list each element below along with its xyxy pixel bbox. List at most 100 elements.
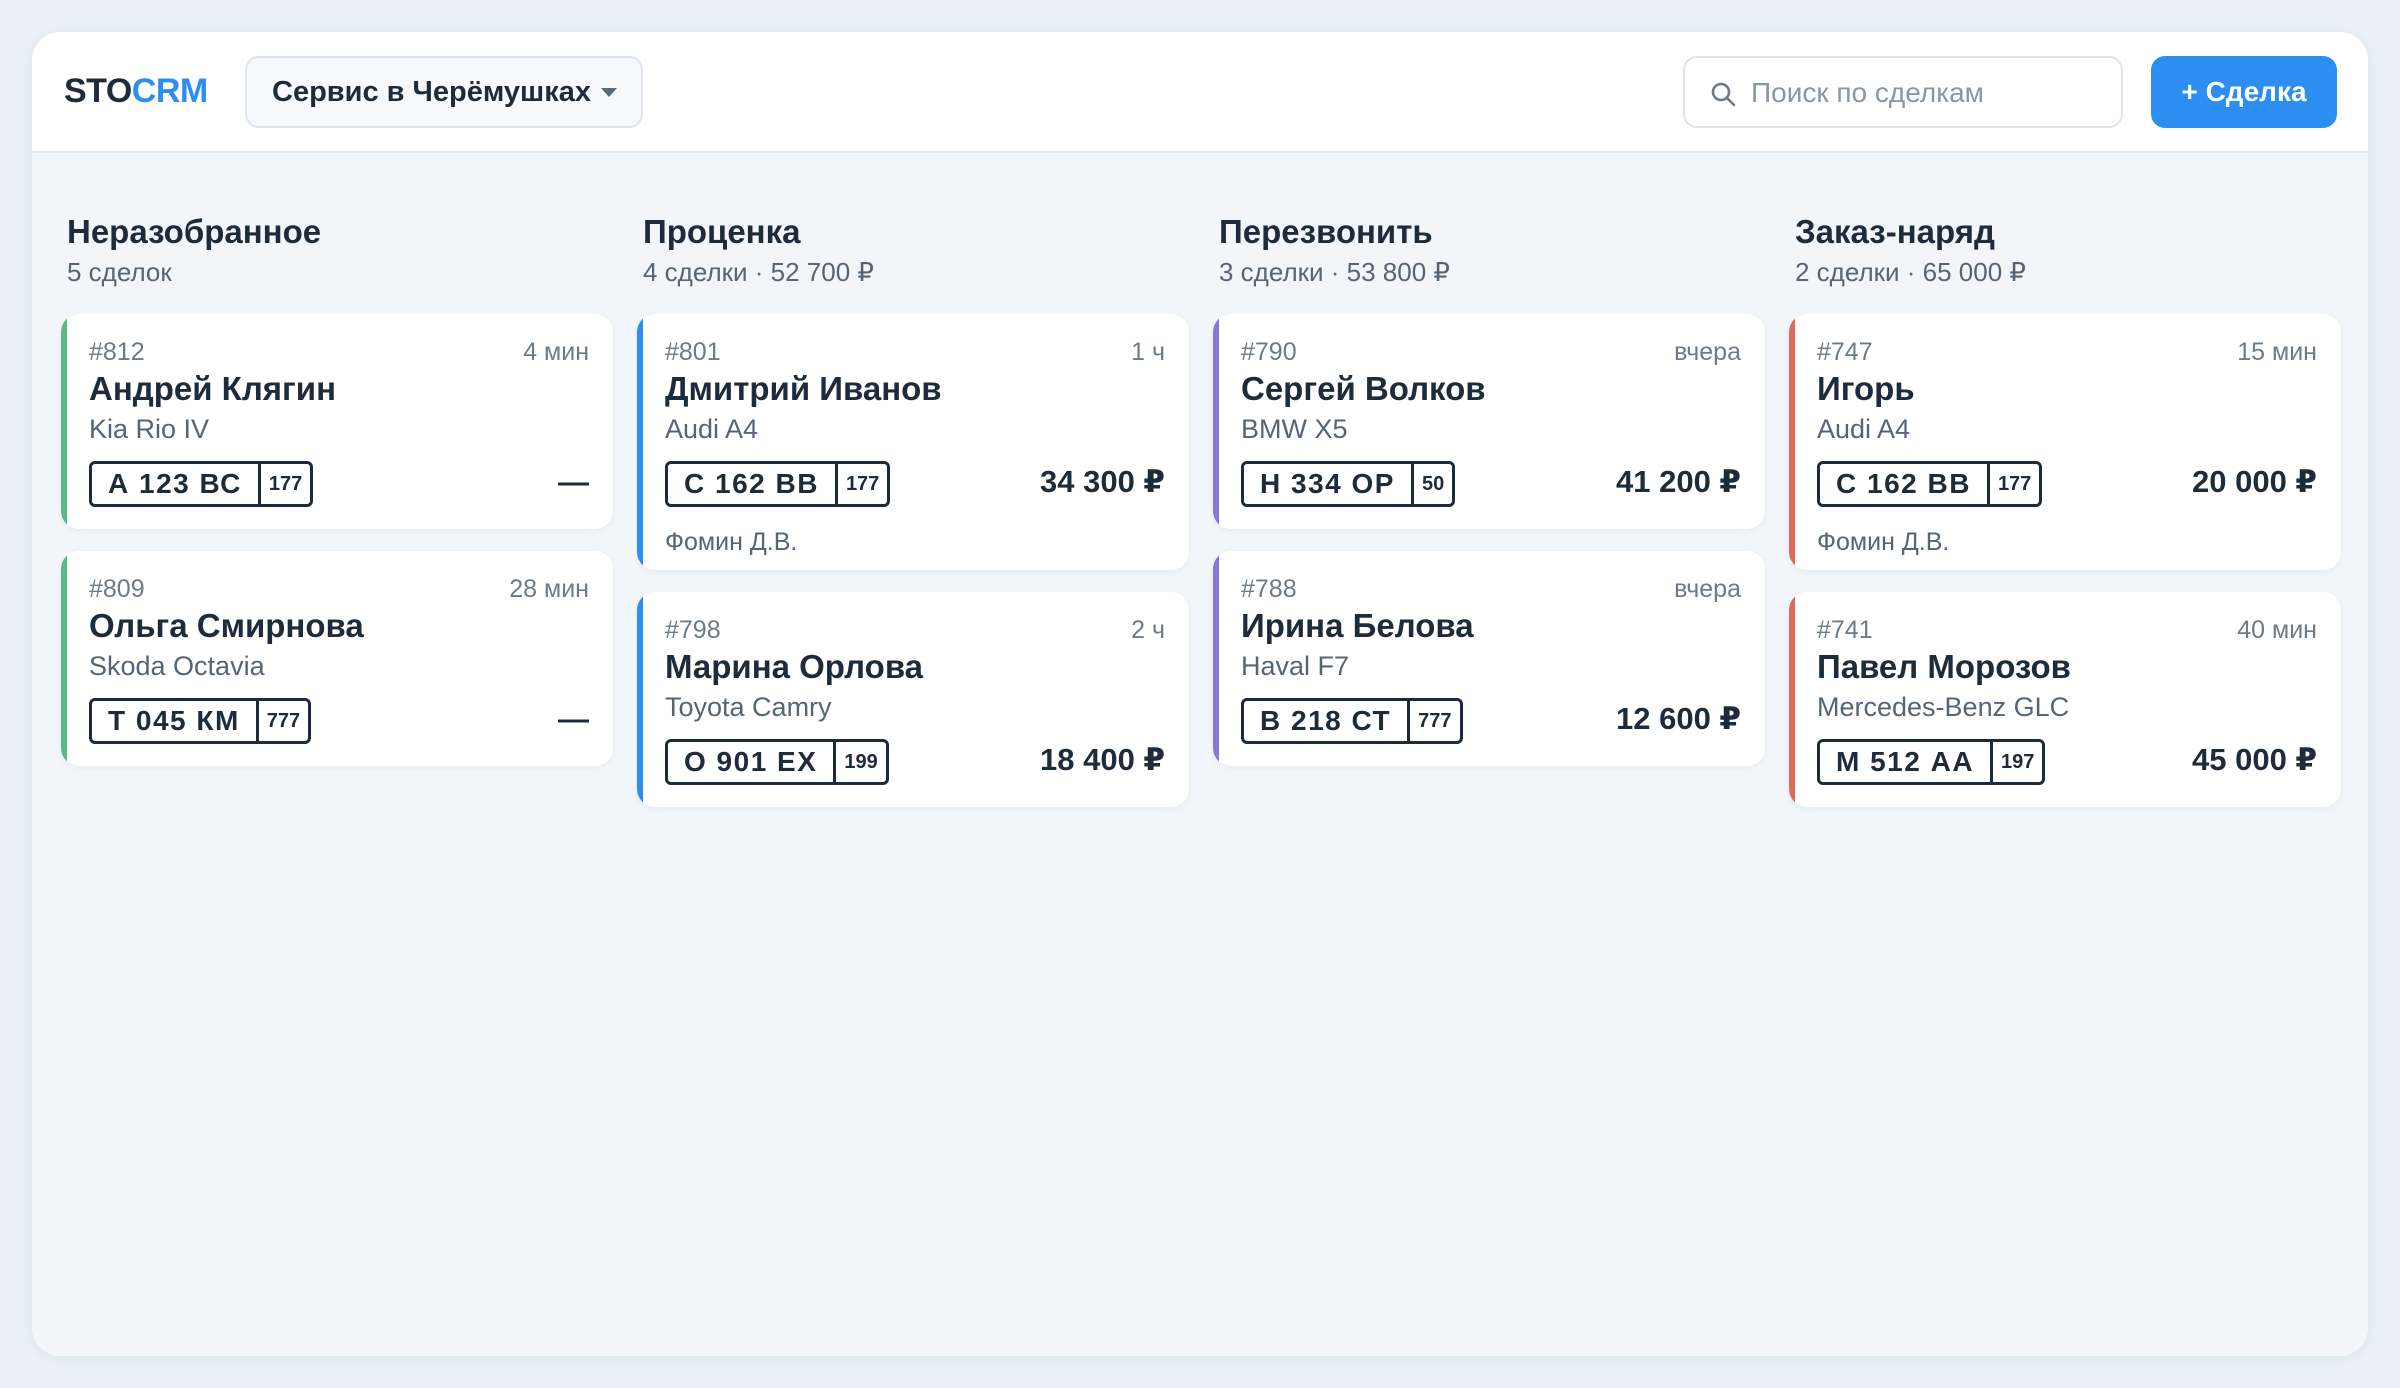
status-stripe	[61, 314, 67, 529]
chevron-down-icon	[601, 88, 617, 97]
status-stripe	[637, 314, 643, 570]
status-stripe	[61, 551, 67, 766]
plate-number: В 218 СТ	[1260, 705, 1392, 736]
status-stripe	[1789, 314, 1795, 570]
plate-region: 777	[255, 701, 308, 741]
license-plate: М 512 АА 197	[1817, 739, 2046, 785]
deal-card[interactable]: #801 1 ч Дмитрий Иванов Audi A4 С 162 ВВ…	[637, 314, 1189, 570]
deal-time: 15 мин	[2237, 338, 2317, 366]
deal-card[interactable]: #809 28 мин Ольга Смирнова Skoda Octavia…	[61, 551, 613, 766]
client-name: Ирина Белова	[1241, 607, 1474, 644]
deal-number: #798	[665, 616, 721, 644]
status-stripe	[1213, 551, 1219, 766]
plate-number: А 123 ВС	[108, 468, 242, 499]
license-plate: С 162 ВВ 177	[1817, 461, 2043, 507]
column-summary: 2 сделки · 65 000 ₽	[1795, 257, 2026, 287]
deal-amount: —	[558, 464, 589, 499]
deal-card[interactable]: #798 2 ч Марина Орлова Toyota Camry О 90…	[637, 592, 1189, 807]
client-name: Андрей Клягин	[89, 370, 337, 407]
column-title: Перезвонить	[1219, 213, 1433, 250]
deal-time: 2 ч	[1131, 616, 1165, 644]
plate-number: С 162 ВВ	[1836, 468, 1971, 499]
car-model: Toyota Camry	[665, 692, 832, 722]
deal-number: #788	[1241, 575, 1297, 603]
car-model: Audi A4	[1817, 414, 1911, 444]
license-plate: Н 334 ОР 50	[1241, 461, 1456, 507]
deal-amount: 12 600 ₽	[1616, 701, 1741, 736]
client-name: Сергей Волков	[1241, 370, 1486, 407]
plate-region: 197	[1990, 742, 2042, 782]
plate-number: Н 334 ОР	[1260, 468, 1395, 499]
status-stripe	[1213, 314, 1219, 529]
deal-amount: 45 000 ₽	[2192, 742, 2317, 777]
plate-number: С 162 ВВ	[684, 468, 819, 499]
deal-number: #809	[89, 575, 145, 603]
deal-time: вчера	[1674, 575, 1741, 603]
plate-region: 177	[834, 464, 887, 504]
search-box[interactable]	[1683, 56, 2123, 128]
car-model: BMW X5	[1241, 414, 1348, 444]
deal-time: вчера	[1674, 338, 1741, 366]
column-summary: 3 сделки · 53 800 ₽	[1219, 257, 1450, 287]
deal-number: #790	[1241, 338, 1297, 366]
deal-card[interactable]: #788 вчера Ирина Белова Haval F7 В 218 С…	[1213, 551, 1765, 766]
plate-region: 199	[833, 742, 885, 782]
license-plate: А 123 ВС 177	[89, 461, 314, 507]
deal-number: #812	[89, 338, 145, 366]
deal-time: 1 ч	[1131, 338, 1165, 366]
new-deal-button[interactable]: + Сделка	[2151, 56, 2337, 128]
deal-card[interactable]: #790 вчера Сергей Волков BMW X5 Н 334 ОР…	[1213, 314, 1765, 529]
search-input[interactable]	[1751, 72, 2101, 114]
deal-amount: —	[558, 701, 589, 736]
license-plate: Т 045 КМ 777	[89, 698, 312, 744]
car-model: Audi A4	[665, 414, 759, 444]
deal-number: #801	[665, 338, 721, 366]
deal-amount: 18 400 ₽	[1040, 742, 1165, 777]
license-plate: О 901 ЕХ 199	[665, 739, 889, 785]
logo-text-blue: CRM	[131, 72, 208, 110]
app-logo[interactable]: STOCRM	[64, 72, 208, 111]
plate-number: Т 045 КМ	[108, 705, 240, 736]
license-plate: С 162 ВВ 177	[665, 461, 891, 507]
column-title: Проценка	[643, 213, 801, 250]
deal-card[interactable]: #741 40 мин Павел Морозов Mercedes-Benz …	[1789, 592, 2341, 807]
search-icon	[1711, 82, 1736, 107]
deal-time: 4 мин	[523, 338, 589, 366]
deal-amount: 41 200 ₽	[1616, 464, 1741, 499]
client-name: Игорь	[1817, 370, 1915, 407]
plate-region: 777	[1407, 701, 1459, 741]
app-window: STOCRM Сервис в Черёмушках + Сделка Нера…	[32, 32, 2368, 1356]
status-stripe	[637, 592, 643, 807]
column-title: Неразобранное	[67, 213, 322, 250]
license-plate: В 218 СТ 777	[1241, 698, 1463, 744]
client-name: Ольга Смирнова	[89, 607, 364, 644]
client-name: Павел Морозов	[1817, 648, 2071, 685]
top-bar: STOCRM Сервис в Черёмушках + Сделка	[32, 32, 2368, 153]
deal-time: 40 мин	[2237, 616, 2317, 644]
plate-region: 50	[1410, 464, 1452, 504]
workspace-selector[interactable]: Сервис в Черёмушках	[245, 56, 643, 128]
deal-amount: 20 000 ₽	[2192, 464, 2317, 499]
deal-number: #747	[1817, 338, 1873, 366]
column-summary: 5 сделок	[67, 257, 172, 287]
deal-card[interactable]: #812 4 мин Андрей Клягин Kia Rio IV А 12…	[61, 314, 613, 529]
plate-region: 177	[257, 464, 310, 504]
plate-region: 177	[1986, 464, 2039, 504]
column-summary: 4 сделки · 52 700 ₽	[643, 257, 874, 287]
car-model: Kia Rio IV	[89, 414, 210, 444]
workspace-name: Сервис в Черёмушках	[272, 75, 591, 108]
client-name: Дмитрий Иванов	[665, 370, 942, 407]
car-model: Mercedes-Benz GLC	[1817, 692, 2070, 722]
car-model: Skoda Octavia	[89, 651, 265, 681]
logo-text-dark: STO	[64, 72, 132, 110]
deal-amount: 34 300 ₽	[1040, 464, 1165, 499]
plate-number: М 512 АА	[1836, 746, 1975, 777]
plate-number: О 901 ЕХ	[684, 746, 818, 777]
deal-card[interactable]: #747 15 мин Игорь Audi A4 С 162 ВВ 177 2…	[1789, 314, 2341, 570]
manager-name: Фомин Д.В.	[1817, 528, 1950, 556]
deal-number: #741	[1817, 616, 1873, 644]
client-name: Марина Орлова	[665, 648, 924, 685]
manager-name: Фомин Д.В.	[665, 528, 798, 556]
status-stripe	[1789, 592, 1795, 807]
deal-time: 28 мин	[509, 575, 589, 603]
